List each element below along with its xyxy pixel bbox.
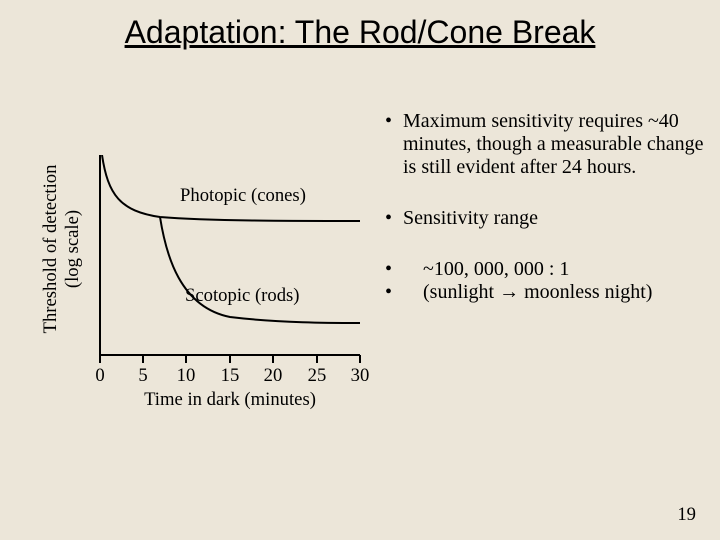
- bullet-text: (sunlight → moonless night): [403, 281, 705, 304]
- x-tick-label: 15: [218, 365, 242, 387]
- x-axis-ticks: 05 10 15 20 25 30: [30, 365, 370, 387]
- bullet-marker: •: [385, 207, 403, 230]
- photopic-label: Photopic (cones): [180, 185, 306, 207]
- x-tick-label: 20: [261, 365, 285, 387]
- x-tick-label: 30: [348, 365, 372, 387]
- slide: Adaptation: The Rod/Cone Break Threshold…: [0, 0, 720, 540]
- bullet-sub-item: • ~100, 000, 000 : 1: [385, 258, 705, 281]
- x-tick-label: 10: [174, 365, 198, 387]
- page-number: 19: [677, 504, 696, 526]
- bullet-item: •Sensitivity range: [385, 207, 705, 230]
- bullet-text: Maximum sensitivity requires ~40 minutes…: [403, 110, 705, 179]
- bullet-marker: •: [385, 258, 403, 281]
- bullet-list: •Maximum sensitivity requires ~40 minute…: [385, 110, 705, 304]
- slide-title: Adaptation: The Rod/Cone Break: [0, 14, 720, 51]
- bullet-text: ~100, 000, 000 : 1: [403, 258, 705, 281]
- bullet-text: Sensitivity range: [403, 207, 705, 230]
- x-tick-label: 5: [131, 365, 155, 387]
- chart: Threshold of detection (log scale) Photo…: [30, 155, 370, 415]
- scotopic-label: Scotopic (rods): [185, 285, 300, 307]
- x-axis-label: Time in dark (minutes): [100, 389, 360, 411]
- bullet-item: •Maximum sensitivity requires ~40 minute…: [385, 110, 705, 179]
- x-tick-label: 0: [88, 365, 112, 387]
- bullet-marker: •: [385, 110, 403, 179]
- bullet-marker: •: [385, 281, 403, 304]
- bullet-sub-item: • (sunlight → moonless night): [385, 281, 705, 304]
- x-tick-label: 25: [305, 365, 329, 387]
